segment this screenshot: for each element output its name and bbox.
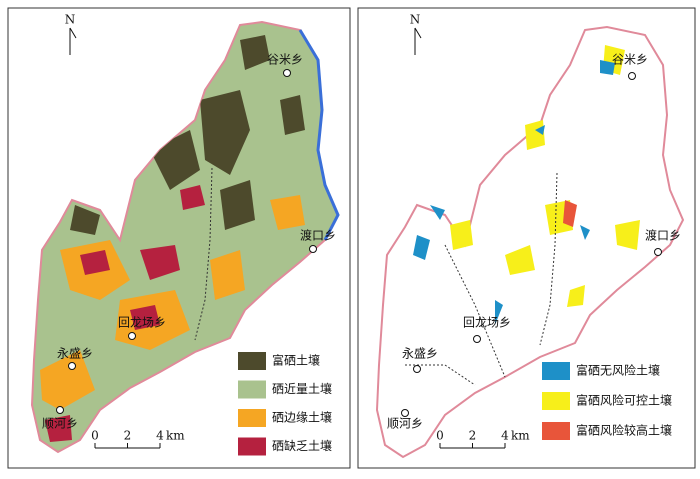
- legend-swatch: [238, 437, 266, 456]
- town-marker: [68, 362, 76, 370]
- scale-label: 0: [436, 429, 444, 443]
- town-label: 渡口乡: [645, 228, 681, 243]
- legend-label: 富硒风险可控土壤: [576, 393, 672, 408]
- town-label: 谷米乡: [267, 53, 303, 67]
- legend-label: 富硒土壤: [272, 353, 320, 368]
- town-marker: [654, 248, 662, 256]
- legend-swatch: [238, 409, 266, 427]
- town-marker: [628, 72, 636, 80]
- legend-swatch: [542, 392, 570, 410]
- scale-unit: km: [166, 429, 185, 443]
- legend-label: 富硒无风险土壤: [576, 363, 660, 378]
- town-label: 回龙场乡: [118, 316, 166, 330]
- north-label: N: [65, 13, 76, 27]
- town-label: 渡口乡: [300, 228, 336, 243]
- map-left: [31, 21, 340, 453]
- legend-label: 硒近量土壤: [272, 381, 332, 396]
- town-label: 永盛乡: [57, 346, 93, 361]
- legend-swatch: [542, 422, 570, 440]
- legend-label: 富硒风险较高土壤: [576, 423, 672, 438]
- scale-label: 4: [156, 429, 164, 443]
- town-marker: [413, 365, 421, 373]
- town-label: 永盛乡: [402, 346, 438, 361]
- legend-swatch: [542, 362, 570, 380]
- north-arrow: [69, 27, 77, 55]
- legend-label: 硒缺乏土壤: [272, 438, 332, 453]
- town-label: 顺河乡: [387, 417, 423, 431]
- town-marker: [309, 245, 317, 253]
- panel-frame: [357, 7, 696, 469]
- scale-label: 4: [501, 429, 509, 443]
- town-marker: [473, 335, 481, 343]
- town-label: 谷米乡: [612, 53, 648, 67]
- north-label: N: [410, 13, 421, 27]
- town-label: 回龙场乡: [463, 316, 511, 330]
- map-right: [376, 26, 684, 458]
- town-marker: [56, 406, 64, 414]
- panel-frame: [7, 7, 351, 469]
- legend-swatch: [238, 380, 266, 399]
- scale-label: 0: [91, 429, 99, 443]
- town-marker: [401, 409, 409, 417]
- town-marker: [128, 332, 136, 340]
- town-label: 顺河乡: [42, 417, 78, 431]
- scale-unit: km: [511, 429, 530, 443]
- scale-label: 2: [124, 429, 132, 443]
- legend-swatch: [238, 352, 266, 370]
- scale-label: 2: [469, 429, 477, 443]
- town-marker: [283, 69, 291, 77]
- north-arrow: [414, 27, 422, 55]
- legend-label: 硒边缘土壤: [272, 410, 332, 425]
